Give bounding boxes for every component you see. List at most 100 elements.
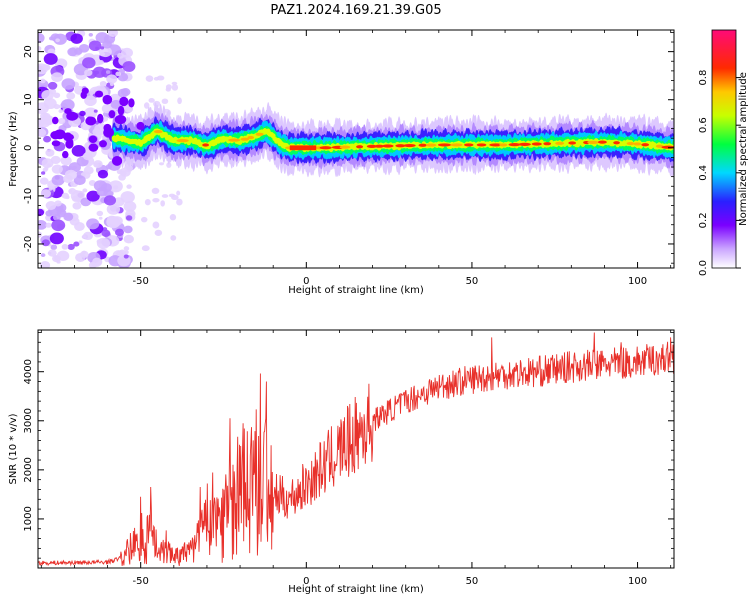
ridge-core: [202, 143, 210, 147]
noise-blob: [56, 260, 61, 264]
noise-blob: [95, 32, 109, 44]
noise-blob: [70, 33, 83, 44]
noise-blob: [84, 69, 93, 77]
ridge-core: [418, 143, 427, 147]
noise-blob: [38, 140, 41, 145]
ridge-core: [450, 143, 463, 147]
colorbar-tick-label: 0.8: [698, 70, 709, 86]
noise-blob: [99, 140, 107, 148]
noise-blob: [100, 46, 105, 50]
noise-blob: [148, 98, 155, 103]
noise-blob: [48, 187, 53, 191]
noise-blob: [41, 239, 50, 247]
noise-blob: [62, 150, 69, 159]
noise-blob: [111, 155, 123, 166]
noise-blob: [106, 203, 121, 215]
noise-blob: [119, 96, 129, 107]
noise-blob: [41, 171, 46, 175]
noise-blob: [156, 75, 165, 81]
noise-blob: [42, 64, 49, 71]
noise-blob: [93, 109, 98, 113]
noise-blob: [39, 78, 46, 84]
y-tick-label: 1000: [23, 506, 34, 531]
noise-blob: [47, 249, 57, 257]
noise-blob: [110, 99, 122, 109]
noise-blob: [101, 229, 111, 237]
noise-blob: [99, 80, 107, 87]
noise-blob: [88, 40, 102, 52]
noise-blob: [170, 235, 177, 241]
colorbar-tick-label: 0.0: [698, 260, 709, 276]
snr-xlabel: Height of straight line (km): [288, 584, 424, 595]
noise-blob: [123, 246, 130, 251]
colorbar: 0.0 0.2 0.4 0.6 0.8 Normalized spectral ampl…: [698, 29, 749, 276]
ridge-core: [153, 129, 163, 134]
noise-blob: [108, 180, 123, 193]
noise-blob: [38, 45, 42, 52]
noise-blob: [60, 99, 75, 111]
ridge-core: [597, 140, 607, 144]
noise-blob: [136, 121, 145, 130]
noise-blob: [106, 74, 118, 84]
snr-panel: -50 0 50 100 1000 2000 3000 4000 Height of stra…: [8, 329, 675, 595]
noise-blob: [123, 234, 134, 244]
noise-blob: [143, 102, 150, 109]
ridge-core: [587, 140, 600, 144]
noise-blob: [98, 216, 103, 220]
snr-frame: [37, 329, 675, 569]
noise-blob: [176, 198, 183, 206]
noise-blob: [82, 188, 88, 193]
noise-blob: [46, 163, 51, 168]
noise-blob: [83, 166, 94, 175]
snr-ylabel: SNR (10 * v/v): [8, 413, 19, 484]
noise-blob: [38, 128, 47, 137]
noise-blob: [124, 250, 129, 255]
noise-blob: [115, 71, 122, 77]
noise-blob: [61, 192, 70, 199]
noise-blob: [76, 190, 85, 199]
noise-blob: [88, 143, 99, 152]
noise-blob: [54, 200, 62, 207]
ridge-core: [508, 143, 521, 147]
spectrogram-axes: -50 0 50 100 -20 -10 0 10 20: [23, 30, 674, 287]
spectrogram-ylabel: Frequency (Hz): [8, 111, 19, 187]
y-tick-label: 0: [23, 145, 34, 151]
noise-blob: [68, 189, 73, 193]
noise-blob: [78, 240, 83, 244]
colorbar-tick-label: 0.6: [698, 117, 709, 133]
noise-blob: [107, 30, 119, 38]
y-tick-label: 2000: [23, 457, 34, 482]
noise-blob: [93, 162, 99, 168]
noise-blob: [43, 53, 58, 65]
noise-blob: [51, 164, 63, 174]
noise-blob: [151, 187, 160, 194]
noise-blob: [160, 200, 166, 207]
ridge-core: [255, 132, 264, 136]
noise-blob: [71, 145, 86, 157]
noise-blob: [118, 174, 126, 181]
noise-blob: [52, 116, 59, 125]
noise-blob: [128, 98, 135, 108]
noise-blob: [117, 88, 129, 98]
spectrogram-panel: -50 0 50 100 -20 -10 0 10 20 Height of straight …: [8, 29, 675, 296]
noise-blob: [80, 172, 87, 177]
ridge-core: [641, 143, 650, 147]
ridge-core: [476, 143, 487, 147]
ridge-core: [543, 142, 552, 146]
noise-blob: [97, 113, 104, 124]
x-tick-label: -50: [133, 576, 149, 587]
noise-blob: [61, 78, 76, 90]
noise-blob: [61, 244, 69, 250]
colorbar-label: Normalized spectral amplitude: [738, 72, 749, 226]
noise-blob: [114, 114, 127, 125]
snr-axes: -50 0 50 100 1000 2000 3000 4000: [23, 330, 674, 587]
ridge-core: [228, 138, 241, 142]
noise-blob: [96, 186, 108, 197]
noise-blob: [72, 202, 82, 210]
figure-title: PAZ1.2024.169.21.39.G05: [270, 3, 441, 18]
x-tick-label: 0: [303, 276, 309, 287]
colorbar-tick-label: 0.4: [698, 165, 709, 181]
noise-blob: [117, 105, 125, 116]
noise-blob: [88, 32, 93, 37]
noise-blob: [63, 212, 74, 221]
